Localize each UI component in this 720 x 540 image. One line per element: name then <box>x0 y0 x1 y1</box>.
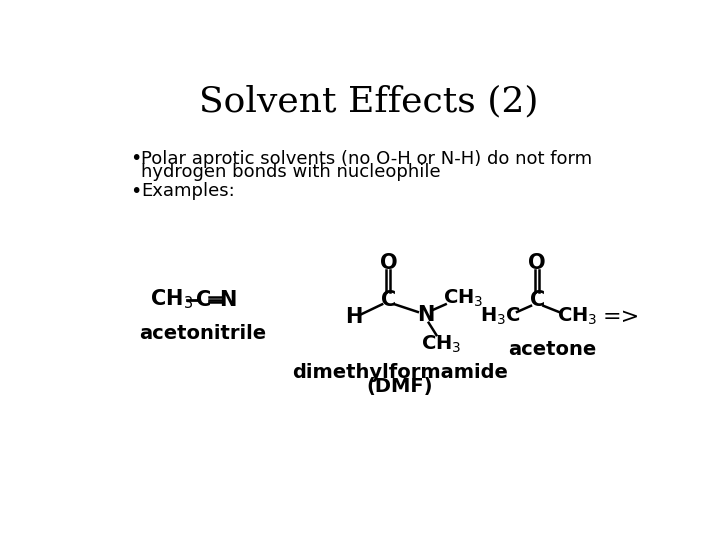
Text: acetonitrile: acetonitrile <box>140 325 266 343</box>
Text: C: C <box>381 289 396 309</box>
Text: (DMF): (DMF) <box>366 377 433 396</box>
Text: H: H <box>345 307 362 327</box>
Text: N: N <box>417 305 434 325</box>
Text: CH$_3$: CH$_3$ <box>421 334 462 355</box>
Text: =>: => <box>602 307 639 327</box>
Text: Solvent Effects (2): Solvent Effects (2) <box>199 85 539 119</box>
Text: O: O <box>379 253 397 273</box>
Text: CH$_3$: CH$_3$ <box>443 287 483 309</box>
Text: CH$_3$: CH$_3$ <box>557 306 598 327</box>
Text: O: O <box>528 253 546 273</box>
Text: C: C <box>529 289 545 309</box>
Text: •: • <box>130 182 142 201</box>
Text: •: • <box>130 150 142 168</box>
Text: dimethylformamide: dimethylformamide <box>292 363 508 382</box>
Text: Polar aprotic solvents (no O-H or N-H) do not form: Polar aprotic solvents (no O-H or N-H) d… <box>141 150 593 167</box>
Text: Examples:: Examples: <box>141 182 235 200</box>
Text: hydrogen bonds with nucleophile: hydrogen bonds with nucleophile <box>141 164 441 181</box>
Text: acetone: acetone <box>508 340 597 359</box>
Text: N: N <box>220 289 237 309</box>
Text: H$_3$C: H$_3$C <box>480 306 521 327</box>
Text: C: C <box>196 289 211 309</box>
Text: CH$_3$: CH$_3$ <box>150 288 193 312</box>
